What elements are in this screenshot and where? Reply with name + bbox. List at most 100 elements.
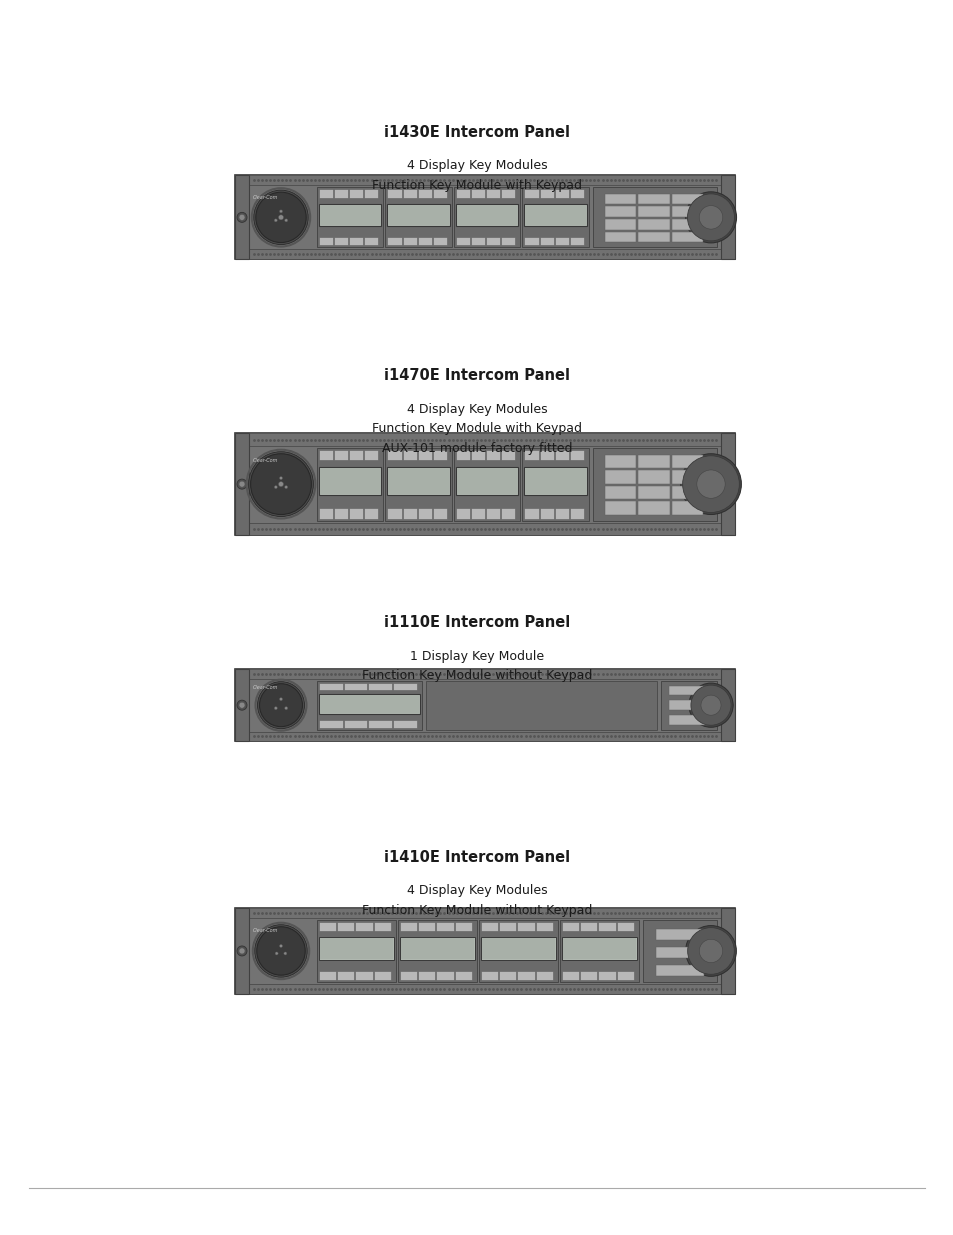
Bar [561, 937, 637, 960]
Bar [638, 454, 669, 468]
Bar [669, 715, 708, 725]
Bar [656, 947, 703, 957]
Circle shape [722, 479, 732, 489]
Bar [234, 908, 734, 910]
Bar [501, 237, 515, 246]
Bar [569, 509, 583, 519]
Bar [598, 971, 615, 979]
Bar [605, 219, 636, 230]
Circle shape [722, 212, 732, 222]
Bar [554, 189, 568, 198]
Bar [638, 219, 669, 230]
Bar [569, 450, 583, 459]
Circle shape [236, 946, 247, 956]
Bar [433, 509, 447, 519]
Bar [399, 937, 475, 960]
Bar [334, 509, 348, 519]
Bar [234, 522, 734, 535]
Bar [638, 501, 669, 515]
Bar [524, 189, 538, 198]
Bar [525, 205, 585, 225]
Circle shape [274, 219, 277, 222]
Bar [671, 232, 701, 242]
Bar [402, 237, 416, 246]
Bar [387, 204, 450, 226]
Circle shape [284, 219, 288, 222]
Bar [355, 923, 373, 931]
Bar [524, 509, 538, 519]
Circle shape [251, 453, 311, 515]
Bar [471, 509, 485, 519]
Text: Clear-Com: Clear-Com [253, 927, 278, 932]
Bar [399, 923, 416, 931]
Circle shape [278, 215, 283, 220]
Bar [343, 720, 367, 727]
Circle shape [274, 706, 277, 710]
Text: 1 Display Key Module: 1 Display Key Module [410, 650, 543, 663]
Bar [456, 467, 518, 495]
Text: i1410E Intercom Panel: i1410E Intercom Panel [383, 850, 570, 864]
Bar [249, 185, 720, 249]
Bar [402, 450, 416, 459]
Bar [524, 237, 538, 246]
Bar [249, 446, 720, 522]
Bar [234, 433, 249, 535]
Bar [598, 923, 615, 931]
Bar [234, 532, 734, 535]
Bar [234, 669, 249, 741]
Circle shape [239, 482, 245, 487]
Circle shape [284, 485, 288, 489]
Bar [374, 923, 391, 931]
Bar [393, 720, 416, 727]
Circle shape [254, 925, 307, 977]
Bar [579, 971, 597, 979]
Bar [349, 509, 363, 519]
Circle shape [257, 682, 304, 729]
Bar [234, 249, 734, 259]
Bar [343, 683, 367, 690]
Bar [569, 189, 583, 198]
Bar [249, 679, 720, 731]
Bar [368, 720, 392, 727]
Circle shape [239, 703, 245, 708]
Bar [720, 908, 734, 994]
Bar [316, 680, 421, 730]
Bar [436, 971, 454, 979]
Bar [318, 720, 342, 727]
Circle shape [239, 948, 245, 953]
Bar [660, 680, 717, 730]
Bar [605, 194, 636, 204]
Bar [385, 188, 452, 247]
Bar [349, 237, 363, 246]
Bar [486, 237, 500, 246]
Bar [349, 450, 363, 459]
Bar [498, 923, 516, 931]
Bar [480, 937, 556, 960]
Circle shape [236, 212, 247, 222]
Bar [364, 189, 378, 198]
Bar [454, 188, 520, 247]
Circle shape [685, 191, 736, 243]
Bar [455, 971, 472, 979]
Bar [374, 971, 391, 979]
Bar [524, 467, 586, 495]
Bar [318, 189, 333, 198]
Circle shape [687, 194, 734, 241]
Circle shape [722, 946, 732, 956]
Bar [536, 971, 553, 979]
Bar [638, 485, 669, 499]
Bar [638, 206, 669, 217]
Circle shape [284, 952, 287, 955]
Text: Function Key Module with Keypad: Function Key Module with Keypad [372, 179, 581, 193]
Bar [486, 509, 500, 519]
Bar [316, 447, 383, 521]
Bar [501, 509, 515, 519]
Bar [388, 468, 449, 494]
Bar [524, 204, 586, 226]
Bar [316, 920, 395, 982]
Bar [539, 237, 553, 246]
Circle shape [279, 698, 282, 700]
Bar [456, 237, 470, 246]
Bar [501, 189, 515, 198]
Bar [605, 485, 636, 499]
